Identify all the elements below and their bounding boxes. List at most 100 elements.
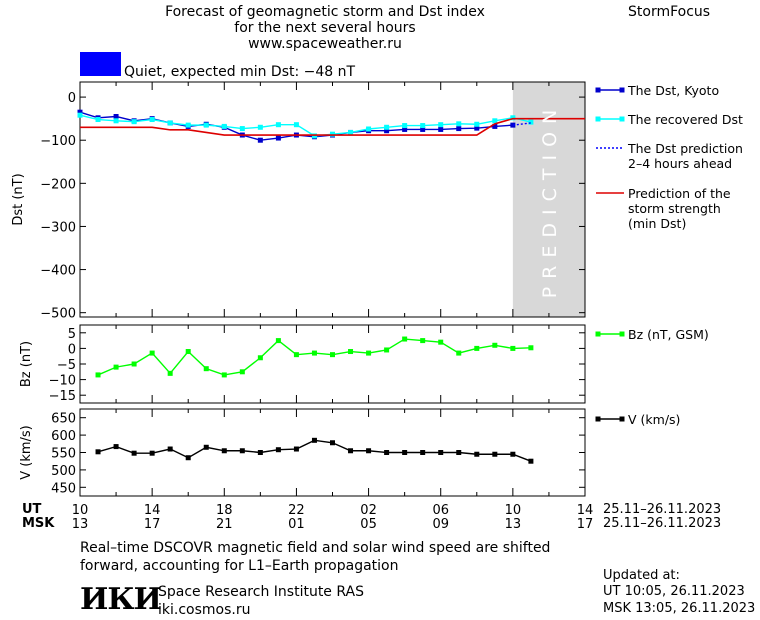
y-axis-label: Bz (nT) [19,341,34,387]
legend-swatch-marker [619,116,625,122]
legend-swatch-marker [619,416,625,422]
y-tick-label: −400 [40,264,76,279]
updated-ut: UT 10:05, 26.11.2023 [603,584,745,599]
legend-bz: Bz (nT, GSM) [628,327,709,342]
ut-date-range: 25.11–26.11.2023 [603,502,722,517]
data-point [474,121,480,127]
series-line [97,338,531,376]
data-point [293,122,299,128]
data-point [113,444,119,450]
data-point [167,446,173,452]
ut-tick-label: 14 [577,503,594,518]
data-point [221,448,227,454]
footer-note-line1: Real–time DSCOVR magnetic field and sola… [80,540,551,556]
y-tick-label: −5 [57,358,76,373]
y-tick-label: −100 [40,134,76,149]
data-point [456,126,462,132]
data-point [203,366,209,372]
v-panel: 650 600 550 500 450 V (km/s) [19,408,625,497]
prediction-label: PREDICTION [539,101,561,299]
series-line [512,122,531,126]
website-url[interactable]: www.spaceweather.ru [248,36,402,52]
data-point [474,451,480,457]
data-point [510,345,516,351]
data-point [149,350,155,356]
plot-frame [79,81,586,318]
data-point [311,350,317,356]
brand-name: StormFocus [628,4,711,20]
org-url[interactable]: iki.cosmos.ru [158,602,251,618]
data-point [402,126,408,132]
data-point [185,122,191,128]
data-point [384,347,390,353]
data-point [510,115,516,121]
data-point [402,450,408,455]
iki-logo: ИКИ [80,582,162,617]
legend-storm-3: (min Dst) [628,216,687,231]
legend-swatch-marker [595,331,601,337]
legend-storm-1: Prediction of the [628,186,731,201]
y-tick-label: 5 [68,327,76,342]
data-point [474,125,480,131]
msk-tick-label: 09 [432,517,449,532]
series-line [79,114,532,137]
data-point [311,437,317,443]
data-point [239,126,245,132]
ut-tick-label: 06 [432,503,449,518]
data-point [402,336,408,342]
updated-label: Updated at: [603,568,680,583]
data-point [257,355,263,361]
msk-tick-label: 01 [288,517,305,532]
legend-swatch-marker [619,331,625,337]
data-point [384,128,390,134]
data-point [113,113,119,119]
y-tick-label: −200 [40,177,76,192]
series-line [97,439,532,462]
data-point [384,124,390,130]
data-point [77,109,83,115]
y-axis-label: Dst (nT) [11,173,26,225]
data-point [221,123,227,129]
ut-tick-label: 22 [288,503,305,518]
prediction-zone: PREDICTION [515,82,585,317]
legend-dst-kyoto: The Dst, Kyoto [628,83,720,98]
msk-tick-label: 13 [72,517,89,532]
ut-tick-label: 10 [505,503,522,518]
data-point [203,444,209,450]
msk-tick-label: 05 [360,517,377,532]
legend-swatch-marker [595,416,601,422]
msk-tick-label: 17 [577,517,594,532]
data-point [348,349,354,355]
data-point [77,112,83,118]
data-point [420,450,426,455]
chart-title-line1: Forecast of geomagnetic storm and Dst in… [165,4,485,20]
data-point [330,440,335,446]
chart-title-line2: for the next several hours [234,20,416,36]
data-point [149,450,155,456]
y-tick-label: 0 [68,342,76,357]
data-point [275,122,281,128]
data-point [420,123,426,129]
data-point [528,119,534,125]
legend-dst-recovered: The recovered Dst [628,112,743,127]
footer-note-line2: forward, accounting for L1–Earth propaga… [80,558,399,574]
data-point [492,123,498,129]
data-point [456,350,462,356]
data-point [348,448,354,454]
msk-tick-label: 17 [144,517,161,532]
legend-swatch-marker [619,87,625,93]
msk-date-range: 25.11–26.11.2023 [603,516,722,531]
dst-panel: 0 −100 −200 −300 −400 −500 Dst (nT) [11,81,625,322]
legend-swatch-marker [595,116,601,122]
data-point [275,135,281,141]
data-point [131,119,137,125]
msk-tick-label: 21 [216,517,233,532]
data-point [420,338,426,344]
data-point [113,118,119,124]
data-point [167,370,173,376]
data-point [239,448,245,454]
data-point [239,369,245,375]
data-point [420,126,426,132]
data-point [438,122,444,128]
bz-panel: 50−5−10−15 Bz (nT) [19,324,625,404]
